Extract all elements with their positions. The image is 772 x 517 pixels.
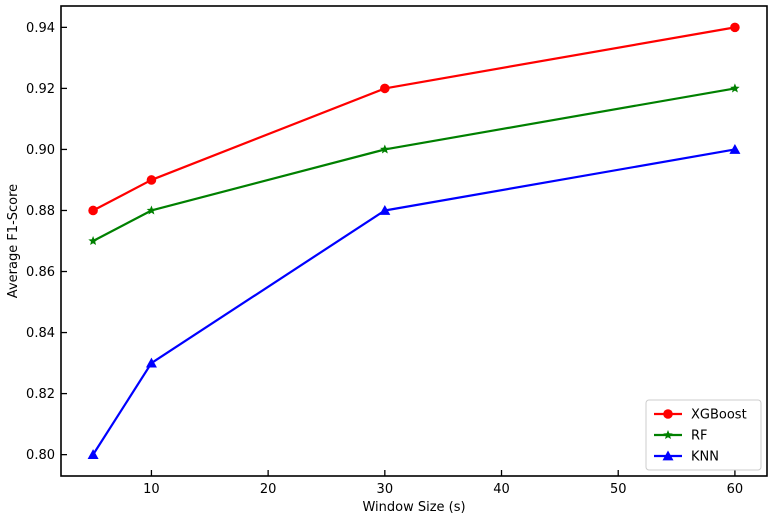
legend-label: XGBoost (691, 408, 747, 423)
x-axis: 10 20 30 40 50 60 (143, 470, 743, 497)
knn-point (145, 357, 157, 368)
y-tick-label: 0.82 (26, 387, 55, 402)
y-tick-label: 0.92 (26, 82, 55, 97)
y-axis: 0.80 0.82 0.84 0.86 0.88 0.90 0.92 0.94 (26, 21, 67, 463)
y-tick-label: 0.88 (26, 204, 55, 219)
rf-point (146, 205, 157, 215)
rf-point (88, 236, 98, 246)
legend-label: KNN (691, 450, 719, 465)
x-tick-label: 50 (610, 482, 627, 497)
series-layer (87, 22, 741, 460)
legend-marker (663, 430, 673, 440)
y-tick-label: 0.94 (26, 21, 55, 36)
legend-label: RF (691, 429, 708, 444)
knn-point (87, 449, 99, 460)
x-tick-label: 10 (143, 482, 160, 497)
y-axis-label: Average F1-Score (6, 184, 21, 298)
rf-line (92, 87, 736, 242)
y-tick-label: 0.86 (26, 265, 55, 280)
legend: XGBoost RF KNN (645, 399, 762, 471)
x-tick-label: 60 (727, 482, 744, 497)
knn-line (92, 148, 736, 456)
x-tick-label: 40 (493, 482, 510, 497)
xgboost-line (92, 26, 736, 212)
xgboost-point (88, 205, 98, 216)
x-tick-label: 30 (377, 482, 394, 497)
y-tick-label: 0.90 (26, 143, 55, 158)
rf-point (730, 83, 740, 93)
xgboost-point (730, 22, 740, 33)
legend-item-xgboost: XGBoost (654, 408, 747, 423)
knn-point (729, 143, 741, 154)
legend-box (645, 399, 762, 471)
series-knn (87, 143, 741, 460)
series-rf (88, 83, 740, 246)
xgboost-point (146, 175, 157, 185)
rf-point (380, 144, 390, 154)
legend-marker (663, 409, 673, 419)
x-tick-label: 20 (260, 482, 277, 497)
series-xgboost (88, 22, 740, 216)
legend-item-rf: RF (654, 429, 708, 444)
y-tick-label: 0.80 (26, 448, 55, 463)
knn-point (379, 204, 391, 215)
xgboost-point (380, 83, 390, 94)
x-axis-label: Window Size (s) (362, 500, 465, 515)
legend-marker (662, 450, 674, 461)
legend-item-knn: KNN (654, 450, 719, 465)
y-tick-label: 0.84 (26, 326, 55, 341)
